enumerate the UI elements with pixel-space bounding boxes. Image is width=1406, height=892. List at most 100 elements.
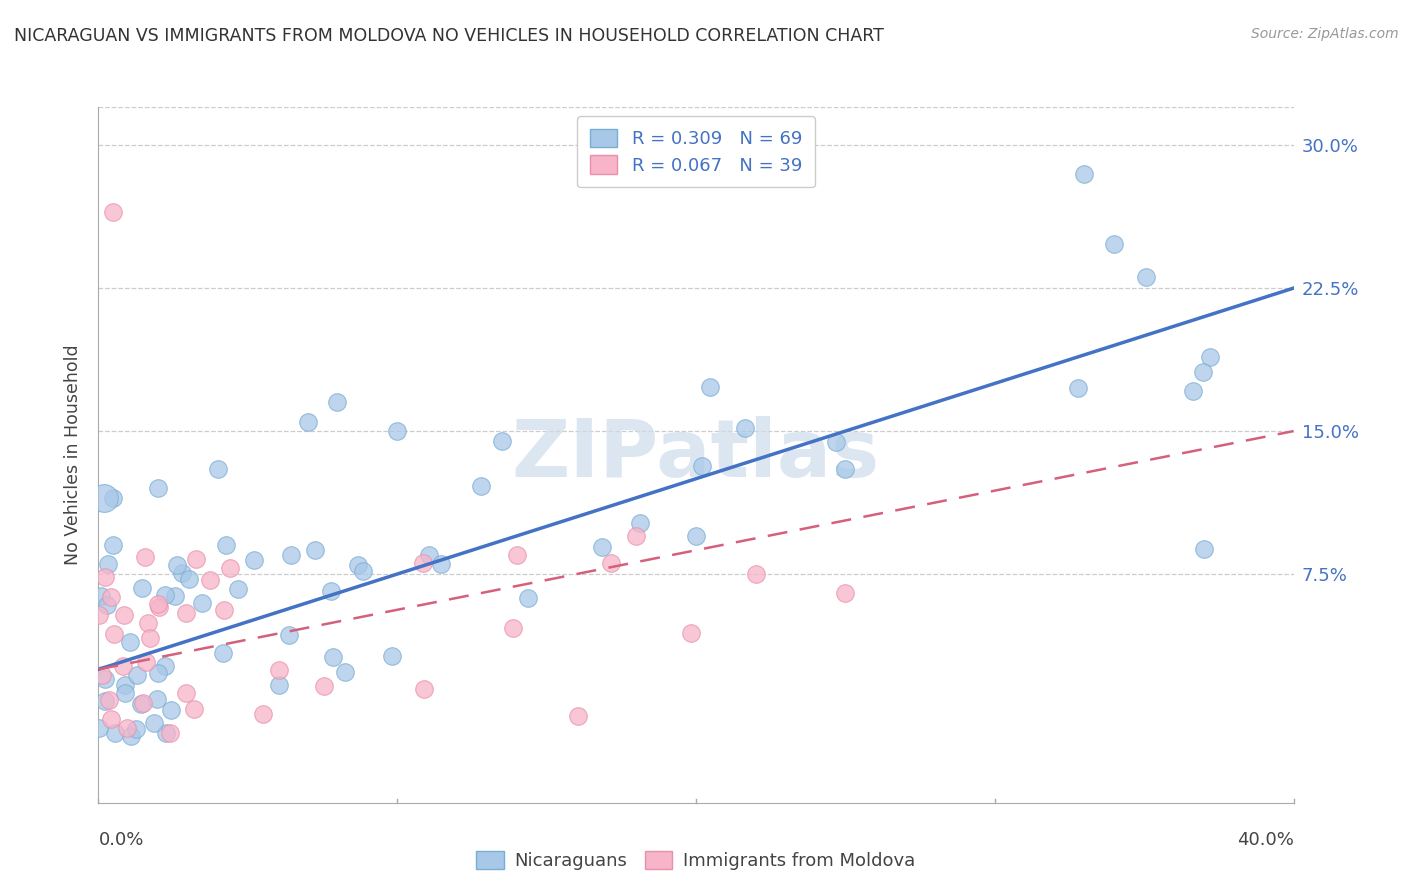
Point (297, 415, 319, 429)
Point (212, 603, 235, 617)
Point (218, 561, 240, 575)
Point (304, 543, 326, 558)
Point (103, 205, 125, 219)
Point (100, 712, 122, 726)
Point (103, 627, 125, 641)
Point (347, 558, 370, 573)
Point (146, 597, 169, 611)
Legend: R = 0.309   N = 69, R = 0.067   N = 39: R = 0.309 N = 69, R = 0.067 N = 39 (578, 116, 814, 187)
Point (89, 721, 111, 735)
Point (685, 529, 707, 543)
Point (380, 648, 402, 663)
Point (153, 588, 176, 602)
Point (148, 481, 170, 495)
Text: 0.0%: 0.0% (98, 831, 143, 849)
Point (599, 556, 621, 570)
Point (321, 583, 343, 598)
Point (1104, 237, 1126, 252)
Point (745, 567, 768, 582)
Point (146, 691, 169, 706)
Point (153, 658, 176, 673)
Point (172, 566, 194, 580)
Point (132, 696, 155, 710)
Point (628, 516, 651, 530)
Point (91, 668, 114, 682)
Point (142, 716, 165, 731)
Point (120, 634, 142, 648)
Point (100, 591, 122, 605)
Point (139, 632, 162, 646)
Text: ZIPatlas: ZIPatlas (512, 416, 880, 494)
Text: NICARAGUAN VS IMMIGRANTS FROM MOLDOVA NO VEHICLES IN HOUSEHOLD CORRELATION CHART: NICARAGUAN VS IMMIGRANTS FROM MOLDOVA NO… (14, 27, 884, 45)
Point (1073, 167, 1095, 181)
Point (165, 589, 187, 603)
Point (834, 586, 856, 600)
Point (97, 693, 120, 707)
Point (252, 706, 274, 721)
Point (159, 725, 181, 739)
Point (413, 681, 436, 696)
Point (322, 650, 344, 665)
Point (269, 663, 291, 677)
Point (184, 552, 207, 566)
Point (624, 529, 647, 543)
Point (94, 672, 117, 686)
Point (280, 548, 302, 562)
Point (277, 628, 299, 642)
Point (1066, 380, 1088, 394)
Point (97, 557, 120, 571)
Point (269, 678, 291, 692)
Point (430, 558, 453, 572)
Point (418, 549, 440, 563)
Point (114, 677, 136, 691)
Point (125, 722, 148, 736)
Point (146, 666, 169, 681)
Point (183, 702, 205, 716)
Point (567, 709, 589, 723)
Point (134, 550, 156, 565)
Point (506, 548, 529, 562)
Point (166, 558, 188, 573)
Point (103, 539, 125, 553)
Point (243, 553, 266, 567)
Point (120, 729, 142, 743)
Point (159, 703, 181, 717)
Point (215, 538, 238, 552)
Point (90, 590, 112, 604)
Point (96, 599, 118, 613)
Point (93, 491, 115, 505)
Point (191, 596, 214, 610)
Point (207, 462, 229, 476)
Point (94, 694, 117, 708)
Point (699, 380, 721, 394)
Point (131, 582, 153, 596)
Point (155, 725, 177, 739)
Point (111, 658, 134, 673)
Point (226, 582, 249, 596)
Point (1192, 365, 1215, 379)
Point (825, 434, 848, 449)
Point (174, 606, 197, 620)
Point (103, 491, 125, 505)
Text: 40.0%: 40.0% (1237, 831, 1294, 849)
Point (1135, 269, 1157, 284)
Point (491, 434, 513, 448)
Point (87, 608, 110, 623)
Point (1181, 384, 1204, 399)
Point (177, 572, 200, 586)
Point (412, 556, 434, 570)
Point (312, 679, 335, 693)
Point (333, 665, 356, 679)
Point (516, 591, 538, 605)
Y-axis label: No Vehicles in Household: No Vehicles in Household (63, 344, 82, 566)
Point (115, 721, 138, 735)
Point (176, 685, 198, 699)
Point (94, 570, 117, 584)
Point (1199, 350, 1222, 364)
Point (198, 573, 221, 587)
Point (352, 564, 374, 578)
Point (136, 616, 159, 631)
Point (591, 540, 613, 554)
Point (135, 655, 157, 669)
Point (834, 462, 856, 476)
